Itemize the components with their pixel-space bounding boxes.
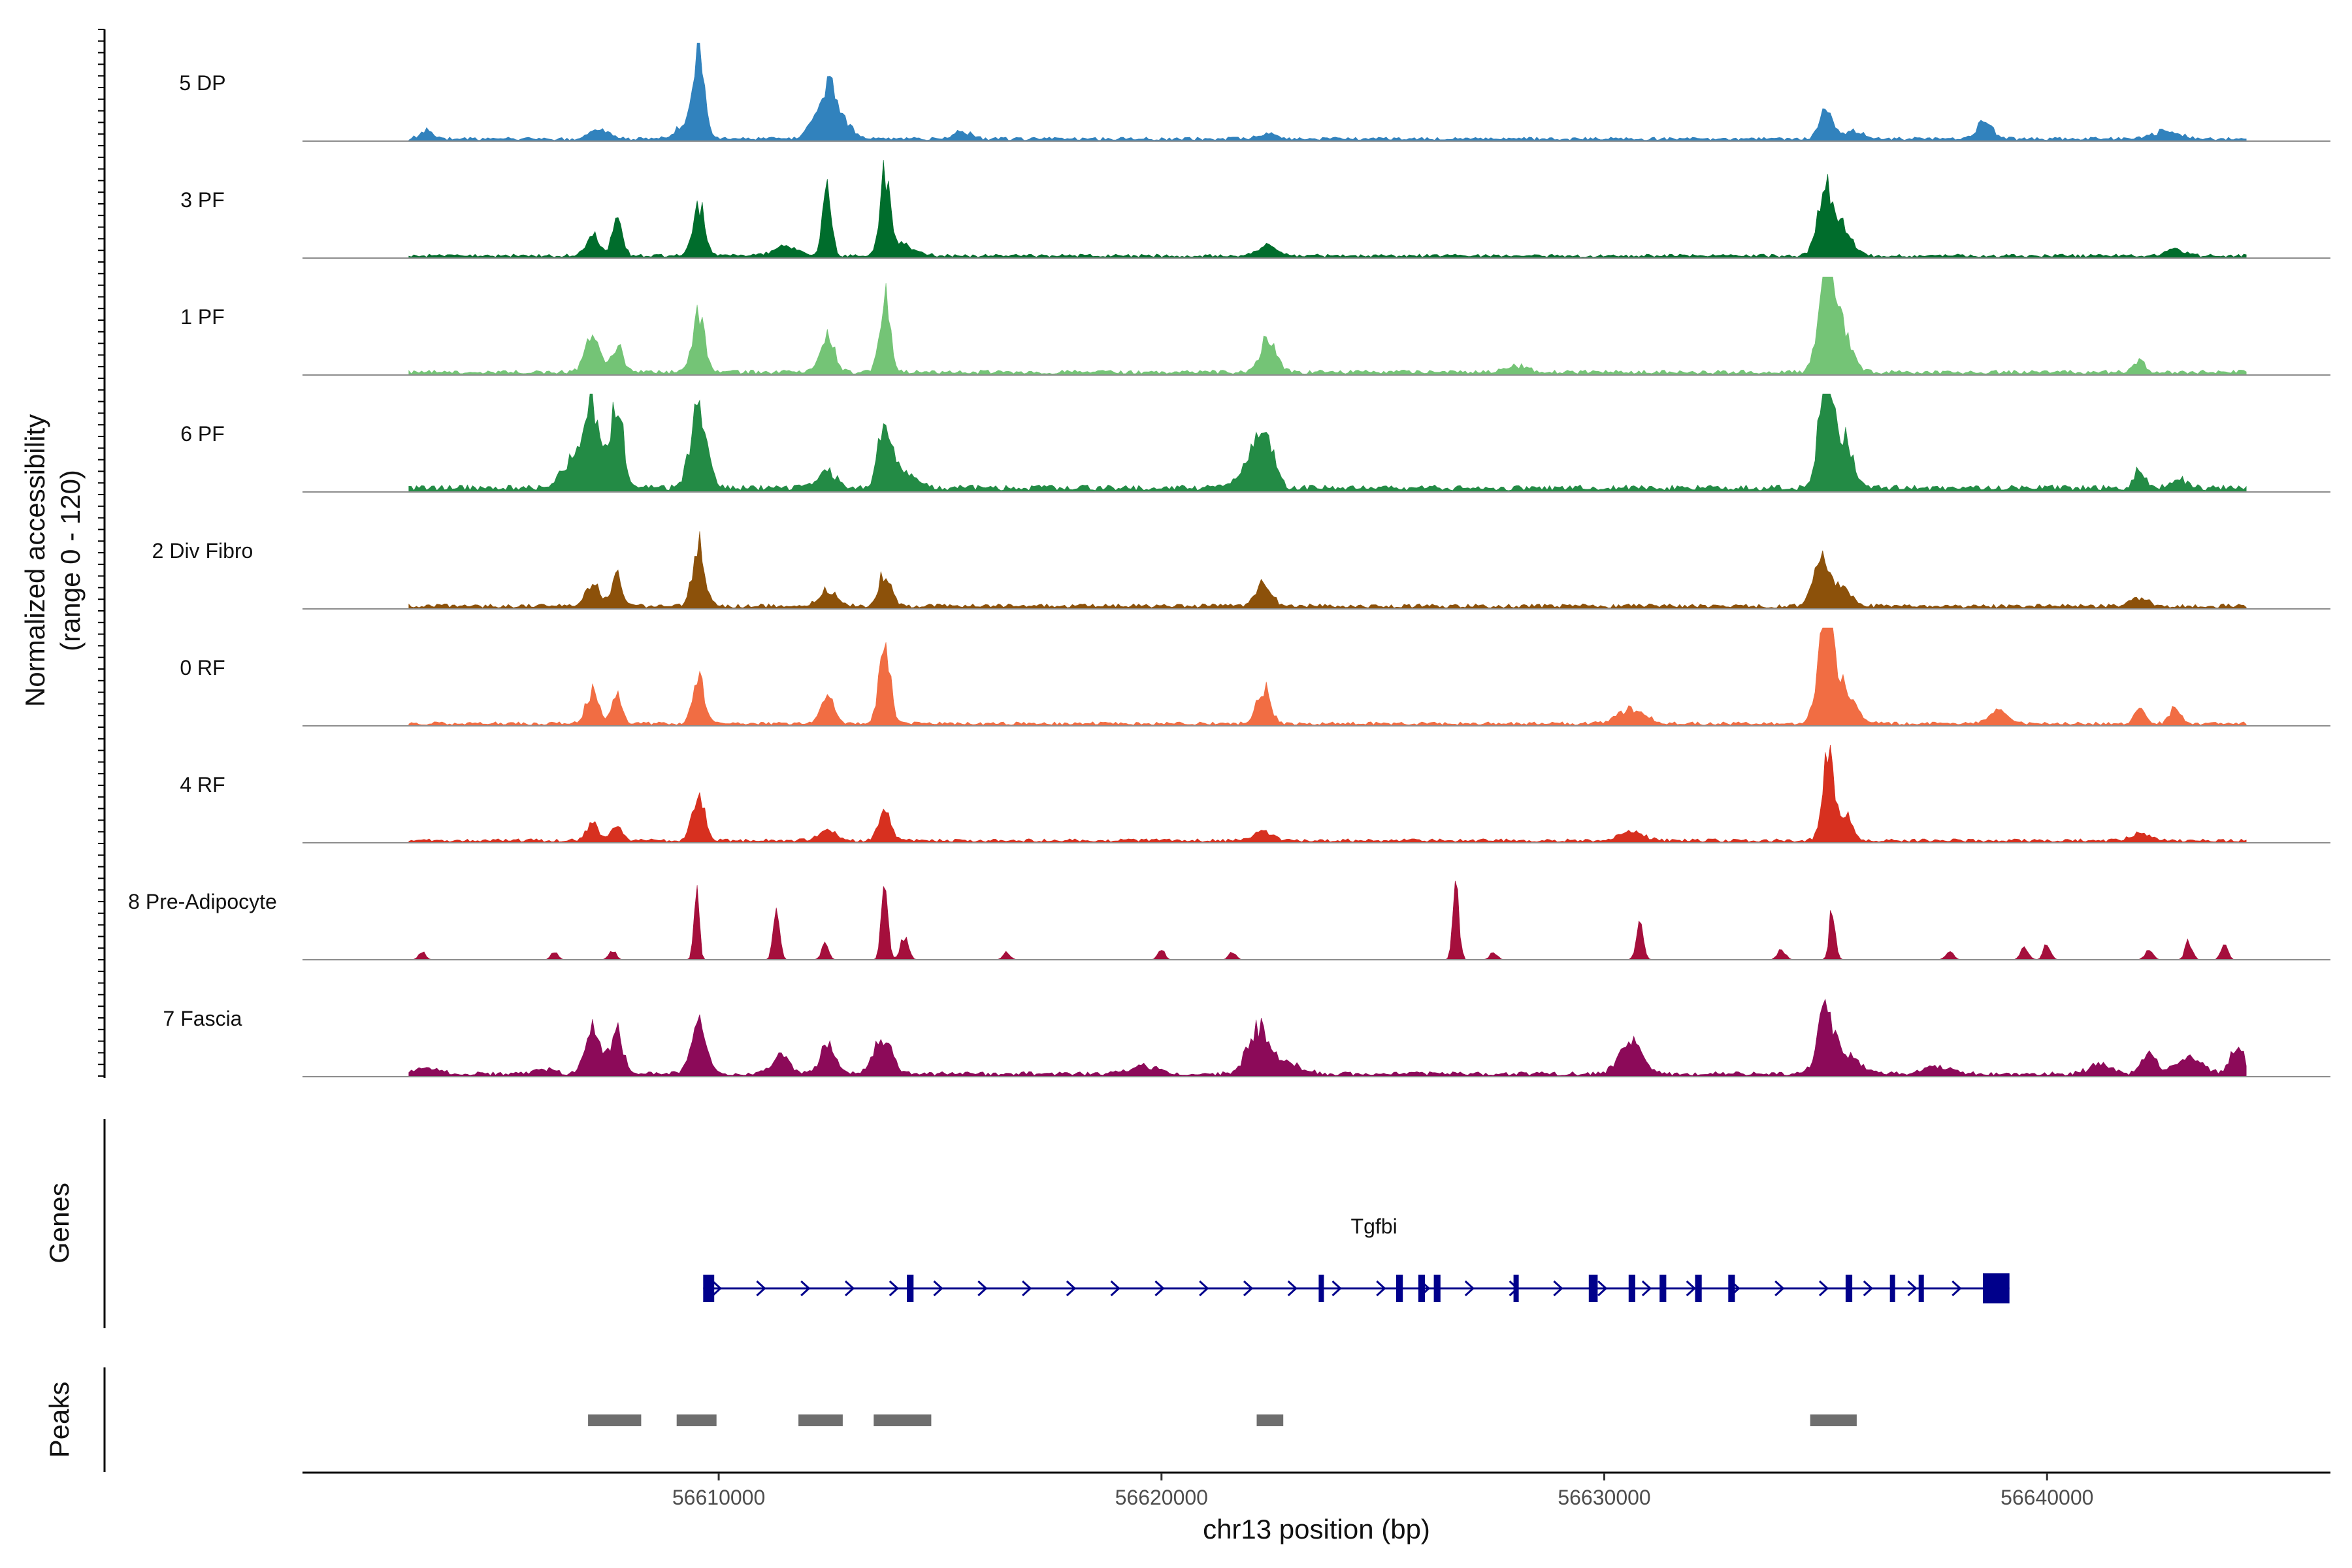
strand-arrow: [1597, 1280, 1608, 1297]
exon: [1659, 1275, 1667, 1302]
track-3: 1 PF: [180, 276, 2330, 376]
gene-model: Tgfbi: [703, 1215, 2010, 1303]
strand-arrow: [1110, 1280, 1120, 1297]
track-9: 7 Fascia: [163, 998, 2330, 1077]
x-tick-label: 56620000: [1115, 1486, 1208, 1509]
exon: [1728, 1275, 1735, 1302]
x-tick-label: 56630000: [1558, 1486, 1650, 1509]
coverage-area: [408, 744, 2247, 843]
strand-arrow: [711, 1280, 722, 1297]
x-axis-title: chr13 position (bp): [1203, 1514, 1430, 1544]
peak-region: [874, 1414, 932, 1426]
track-label: 5 DP: [179, 71, 225, 95]
track-label: 6 PF: [180, 422, 225, 446]
track-6: 0 RF: [180, 627, 2330, 727]
strand-arrow: [889, 1280, 900, 1297]
strand-arrow: [1818, 1280, 1829, 1297]
strand-arrow: [1464, 1280, 1475, 1297]
strand-arrow: [1022, 1280, 1032, 1297]
x-tick-label: 56610000: [672, 1486, 765, 1509]
track-8: 8 Pre-Adipocyte: [128, 881, 2330, 960]
track-5: 2 Div Fibro: [152, 531, 2330, 610]
strand-arrow: [756, 1280, 766, 1297]
y-axis-title-range: (range 0 - 120): [55, 470, 86, 651]
strand-arrow: [977, 1280, 988, 1297]
strand-arrow: [1199, 1280, 1209, 1297]
strand-arrow: [1287, 1280, 1298, 1297]
strand-arrow: [1376, 1280, 1386, 1297]
peak-region: [588, 1414, 642, 1426]
y-axis: [98, 29, 106, 1078]
coverage-area: [408, 159, 2247, 259]
track-label: 0 RF: [180, 656, 225, 679]
coverage-area: [408, 881, 2247, 960]
strand-arrow: [1686, 1280, 1696, 1297]
exon: [1983, 1273, 2010, 1303]
gene-label: Tgfbi: [1351, 1215, 1397, 1238]
exon: [1628, 1275, 1635, 1302]
strand-arrow: [1553, 1280, 1563, 1297]
coverage-area: [408, 627, 2247, 727]
peak-region: [798, 1414, 843, 1426]
strand-arrow: [844, 1280, 855, 1297]
coverage-tracks: 5 DP 3 PF 1 PF 6 PF 2 Div Fibro 0 RF 4 RF 8 Pre…: [128, 42, 2330, 1077]
exon: [1396, 1275, 1403, 1302]
coverage-area: [408, 276, 2247, 376]
coverage-area: [408, 42, 2247, 142]
strand-arrow: [1331, 1280, 1342, 1297]
peak-region: [1256, 1414, 1284, 1426]
strand-arrow: [933, 1280, 943, 1297]
exon: [1433, 1275, 1441, 1302]
exon: [1318, 1275, 1324, 1302]
coverage-area: [408, 998, 2247, 1077]
track-2: 3 PF: [180, 159, 2330, 259]
strand-arrow: [1774, 1280, 1785, 1297]
coverage-area: [408, 393, 2247, 493]
x-axis-ticks: 56610000 56620000 56630000 56640000: [672, 1473, 2093, 1509]
track-label: 7 Fascia: [163, 1007, 242, 1030]
strand-arrow: [1066, 1280, 1077, 1297]
track-label: 1 PF: [180, 305, 225, 329]
track-label: 4 RF: [180, 773, 225, 796]
exon: [1889, 1275, 1895, 1302]
strand-arrow: [1154, 1280, 1165, 1297]
strand-arrow: [1641, 1280, 1652, 1297]
peak-regions: [588, 1414, 1857, 1426]
track-label: 3 PF: [180, 188, 225, 212]
strand-arrow: [1907, 1280, 1918, 1297]
strand-arrow: [1952, 1280, 1962, 1297]
strand-arrow: [800, 1280, 811, 1297]
y-axis-title: Normalized accessibility: [20, 414, 50, 707]
exon: [1845, 1275, 1853, 1302]
peak-region: [676, 1414, 717, 1426]
exon: [1513, 1275, 1519, 1302]
track-label: 8 Pre-Adipocyte: [128, 890, 277, 913]
exon: [1418, 1275, 1426, 1302]
strand-arrow: [1863, 1280, 1874, 1297]
coverage-area: [408, 531, 2247, 610]
track-4: 6 PF: [180, 393, 2330, 493]
strand-arrow: [1243, 1280, 1254, 1297]
track-label: 2 Div Fibro: [152, 539, 253, 563]
genes-panel-title: Genes: [44, 1183, 74, 1264]
track-1: 5 DP: [179, 42, 2330, 142]
x-tick-label: 56640000: [2001, 1486, 2093, 1509]
peaks-panel-title: Peaks: [44, 1382, 74, 1458]
exon: [1588, 1275, 1598, 1302]
exon: [907, 1275, 914, 1302]
peak-region: [1810, 1414, 1857, 1426]
exon: [703, 1275, 715, 1302]
exon: [1695, 1275, 1702, 1302]
track-7: 4 RF: [180, 744, 2330, 843]
exon: [1918, 1275, 1924, 1302]
